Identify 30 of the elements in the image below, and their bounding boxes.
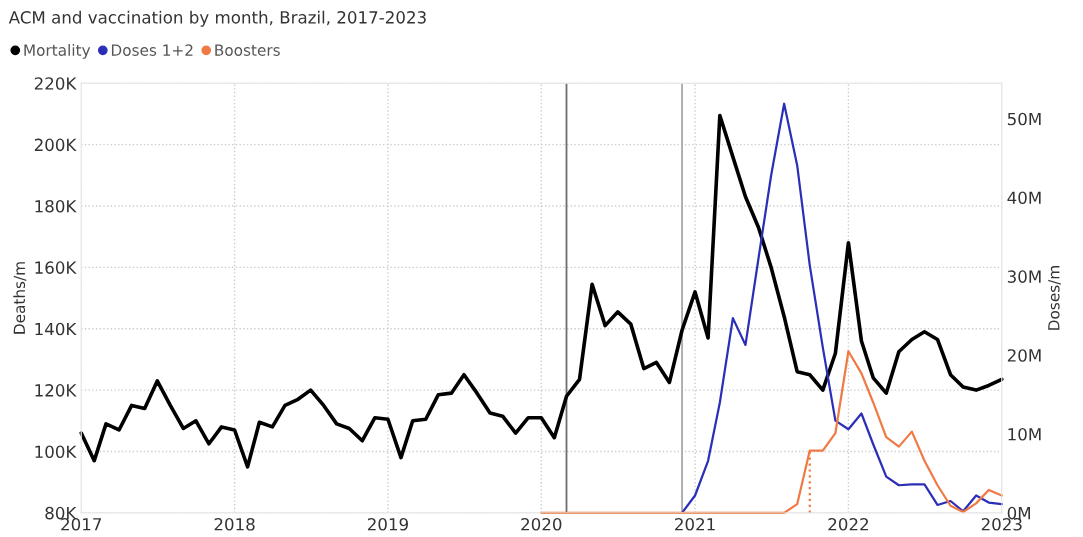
y-tick-label: 100K [35, 445, 77, 459]
x-tick-label: 2021 [675, 517, 715, 531]
legend-label: Boosters [215, 44, 280, 56]
y-tick-label: 140K [35, 322, 77, 336]
y-tick-label: 120K [35, 384, 77, 397]
legend-label: Mortality [24, 44, 91, 59]
x-tick-label: 2018 [214, 517, 255, 531]
y-tick-label: 160K [35, 261, 77, 274]
y-axis-title: Deaths/m [13, 262, 27, 334]
y2-tick-label: 40M [1007, 191, 1041, 205]
legend-label: Doses 1+2 [111, 44, 193, 56]
chart-title: ACM and vaccination by month, Brazil, 2017-2023 [8, 10, 426, 27]
y2-axis-title: Doses/m [1048, 266, 1061, 330]
y2-tick-label: 30M [1007, 270, 1041, 283]
line-series [540, 350, 1003, 514]
y2-tick-label: 20M [1007, 349, 1041, 362]
y2-tick-label: 10M [1008, 427, 1041, 441]
x-tick-label: 2017 [61, 517, 102, 531]
x-tick-label: 2019 [367, 517, 408, 531]
x-tick-label: 2022 [828, 517, 868, 531]
y-tick-label: 180K [35, 199, 77, 213]
line-series [79, 113, 1004, 469]
y2-tick-label: 0M [1007, 506, 1030, 520]
x-tick-label: 2023 [981, 517, 1022, 531]
y2-tick-label: 50M [1007, 112, 1041, 126]
line-series [680, 102, 1003, 514]
y-tick-label: 80K [45, 506, 77, 520]
y-tick-label: 220K [34, 77, 77, 90]
y-tick-label: 200K [34, 138, 77, 152]
x-tick-label: 2020 [521, 517, 562, 531]
